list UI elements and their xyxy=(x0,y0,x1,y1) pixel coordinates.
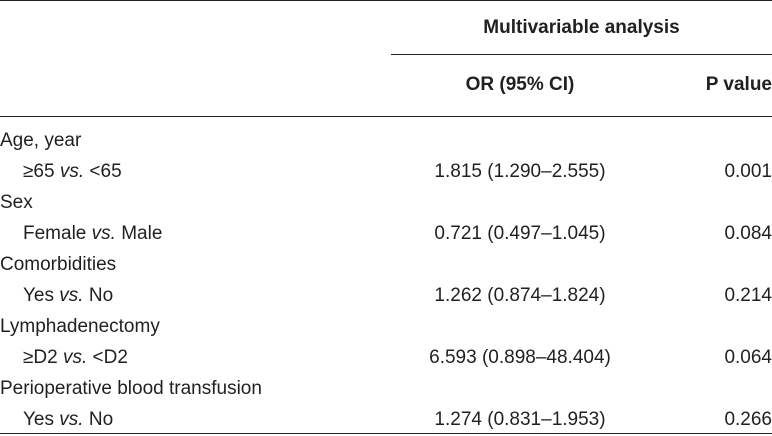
table-bottom-rule xyxy=(0,433,772,434)
group-header-rule xyxy=(391,54,772,55)
variable-label: Age, year xyxy=(0,130,82,151)
odds-ratio-cell: 1.262 (0.874–1.824) xyxy=(434,285,606,306)
vs-text: vs. xyxy=(59,161,85,182)
comparison-label: Female vs. Male xyxy=(23,223,162,245)
variable-group-row: Age, year xyxy=(0,126,772,157)
comparison-label: ≥D2 vs. <D2 xyxy=(23,347,128,369)
comparison-level: Female xyxy=(23,223,92,244)
odds-ratio-cell: 0.721 (0.497–1.045) xyxy=(434,223,606,244)
p-value-cell: 0.084 xyxy=(724,223,772,244)
vs-text: vs. xyxy=(63,347,88,368)
p-value-cell: 0.266 xyxy=(724,409,772,430)
table-row: ≥65 vs. <65 1.815 (1.290–2.555) 0.001 xyxy=(0,157,772,188)
table-top-rule xyxy=(0,0,772,1)
odds-ratio-cell: 6.593 (0.898–48.404) xyxy=(429,347,611,368)
vs-text: vs. xyxy=(91,223,116,244)
comparison-level: Yes xyxy=(23,285,60,306)
p-value-cell: 0.064 xyxy=(724,347,772,368)
vs-text: vs. xyxy=(59,285,84,306)
variable-group-row: Comorbidities xyxy=(0,250,772,281)
variable-label: Perioperative blood transfusion xyxy=(0,378,262,399)
table-row: ≥D2 vs. <D2 6.593 (0.898–48.404) 0.064 xyxy=(0,343,772,374)
comparison-label: ≥65 vs. <65 xyxy=(23,161,122,183)
odds-ratio-cell: 1.815 (1.290–2.555) xyxy=(434,161,606,182)
reference-level: Male xyxy=(115,223,163,244)
comparison-level: Yes xyxy=(23,409,60,430)
variable-group-row: Perioperative blood transfusion xyxy=(0,374,772,405)
p-value-cell: 0.214 xyxy=(724,285,772,306)
reference-level: <D2 xyxy=(87,347,128,368)
reference-level: No xyxy=(83,409,114,430)
variable-group-row: Lymphadenectomy xyxy=(0,312,772,343)
p-value-cell: 0.001 xyxy=(724,161,772,182)
reference-level: <65 xyxy=(84,161,122,182)
comparison-level: ≥65 xyxy=(23,161,60,182)
group-header: Multivariable analysis xyxy=(483,17,680,38)
vs-text: vs. xyxy=(59,409,84,430)
comparison-label: Yes vs. No xyxy=(23,409,113,431)
variable-label: Sex xyxy=(0,192,33,213)
table-row: Yes vs. No 1.262 (0.874–1.824) 0.214 xyxy=(0,281,772,312)
header-bottom-rule xyxy=(0,116,772,117)
variable-label: Comorbidities xyxy=(0,254,117,275)
variable-group-row: Sex xyxy=(0,188,772,219)
or-column-header: OR (95% CI) xyxy=(465,74,575,95)
odds-ratio-cell: 1.274 (0.831–1.953) xyxy=(434,409,606,430)
comparison-level: ≥D2 xyxy=(23,347,63,368)
comparison-label: Yes vs. No xyxy=(23,285,113,307)
p-value-column-header: P value xyxy=(705,74,772,95)
variable-label: Lymphadenectomy xyxy=(0,316,160,337)
table-row: Yes vs. No 1.274 (0.831–1.953) 0.266 xyxy=(0,405,772,436)
reference-level: No xyxy=(83,285,114,306)
table-row: Female vs. Male 0.721 (0.497–1.045) 0.084 xyxy=(0,219,772,250)
